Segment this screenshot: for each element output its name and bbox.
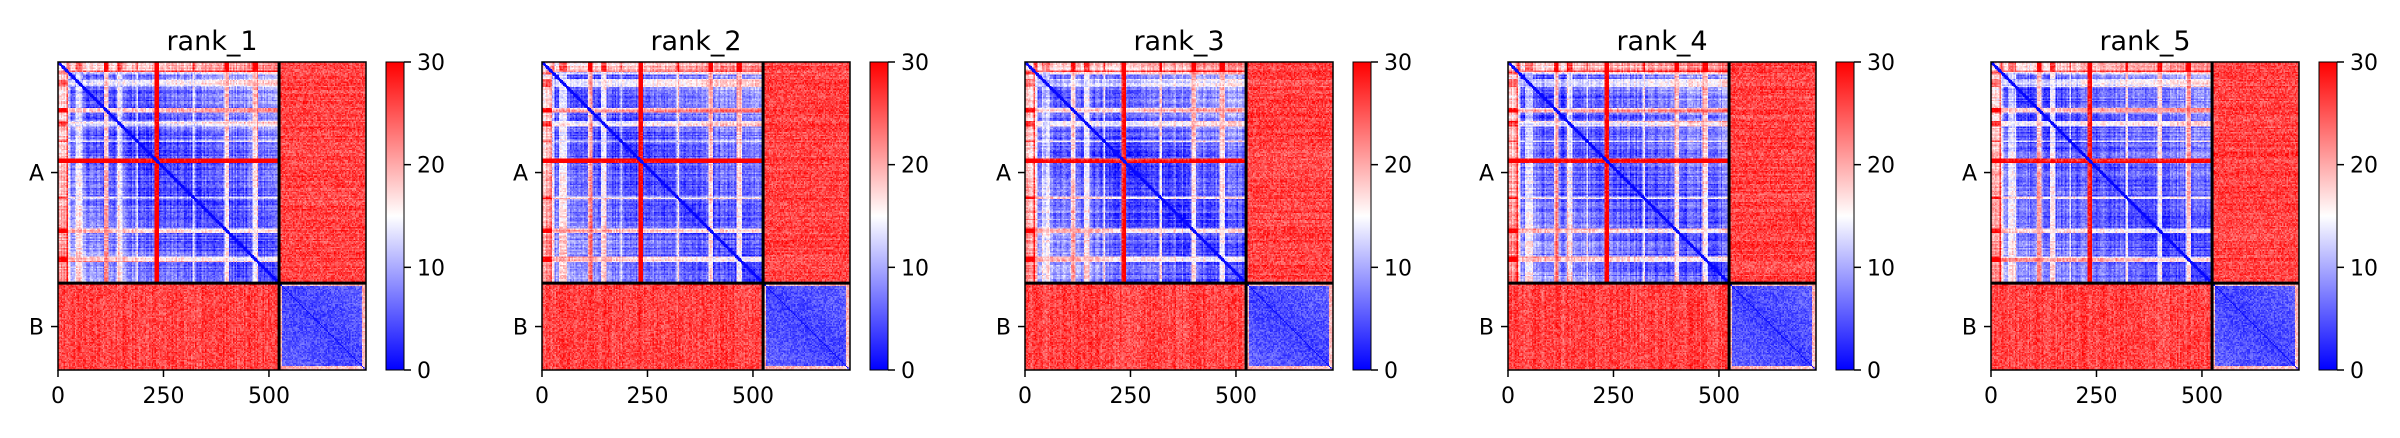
chain-label-a: A <box>513 162 528 187</box>
heatmap-cells <box>58 62 366 370</box>
chain-label-b: B <box>29 316 44 341</box>
colorbar-tick-label: 30 <box>1867 51 1895 76</box>
colorbar <box>385 61 405 371</box>
x-tick-label: 0 <box>1018 384 1032 409</box>
heatmap-cells <box>1508 62 1816 370</box>
plot-frame <box>1507 61 1817 371</box>
heatmap-cells <box>1991 62 2299 370</box>
colorbar-tick-label: 20 <box>417 154 445 179</box>
x-tick-label: 500 <box>1698 384 1740 409</box>
colorbar-tick-label: 10 <box>417 256 445 281</box>
colorbar-tick-label: 0 <box>1867 359 1881 384</box>
x-tick-label: 0 <box>1501 384 1515 409</box>
x-tick-label: 250 <box>626 384 668 409</box>
x-tick-label: 250 <box>142 384 184 409</box>
heatmap-panel-1: rank_1 A B 0 250 500 0 10 20 30 <box>29 26 445 409</box>
chain-label-b: B <box>996 316 1011 341</box>
x-tick-label: 250 <box>1592 384 1634 409</box>
panel-title: rank_1 <box>166 26 257 57</box>
colorbar-tick-label: 30 <box>901 51 929 76</box>
colorbar <box>869 61 889 371</box>
heatmap-panel-2: rank_2 A B 0 250 500 0 10 20 30 <box>513 26 929 409</box>
heatmap-panel-5: rank_5 A B 0 250 500 0 10 20 30 <box>1962 26 2378 409</box>
colorbar-tick-label: 30 <box>417 51 445 76</box>
colorbar-tick-label: 20 <box>1867 154 1895 179</box>
plot-frame <box>1990 61 2300 371</box>
colorbar-tick-label: 10 <box>2350 256 2378 281</box>
x-tick-label: 250 <box>2075 384 2117 409</box>
x-tick-label: 500 <box>248 384 290 409</box>
colorbar <box>2318 61 2338 371</box>
x-tick-label: 250 <box>1109 384 1151 409</box>
colorbar-tick-label: 30 <box>1384 51 1412 76</box>
colorbar <box>1835 61 1855 371</box>
colorbar-tick-label: 10 <box>901 256 929 281</box>
chain-label-b: B <box>1962 316 1977 341</box>
panel-title: rank_4 <box>1616 26 1707 57</box>
chain-label-b: B <box>1479 316 1494 341</box>
chain-label-a: A <box>996 162 1011 187</box>
x-tick-label: 500 <box>1215 384 1257 409</box>
colorbar <box>1352 61 1372 371</box>
colorbar-tick-label: 0 <box>901 359 915 384</box>
colorbar-tick-label: 10 <box>1384 256 1412 281</box>
x-tick-label: 0 <box>1984 384 1998 409</box>
heatmap-cells <box>542 62 850 370</box>
chain-label-b: B <box>513 316 528 341</box>
panel-title: rank_3 <box>1133 26 1224 57</box>
colorbar-tick-label: 0 <box>2350 359 2364 384</box>
heatmap-cells <box>1025 62 1333 370</box>
panel-title: rank_5 <box>2099 26 2190 57</box>
plot-frame <box>541 61 851 371</box>
chain-label-a: A <box>1962 162 1977 187</box>
colorbar-tick-label: 0 <box>1384 359 1398 384</box>
panel-title: rank_2 <box>650 26 741 57</box>
x-tick-label: 500 <box>2181 384 2223 409</box>
heatmap-panel-3: rank_3 A B 0 250 500 0 10 20 30 <box>996 26 1412 409</box>
heatmap-panel-4: rank_4 A B 0 250 500 0 10 20 30 <box>1479 26 1895 409</box>
colorbar-tick-label: 0 <box>417 359 431 384</box>
colorbar-tick-label: 30 <box>2350 51 2378 76</box>
x-tick-label: 0 <box>51 384 65 409</box>
chain-label-a: A <box>1479 162 1494 187</box>
chain-label-a: A <box>29 162 44 187</box>
plot-frame <box>1024 61 1334 371</box>
x-tick-label: 500 <box>732 384 774 409</box>
plot-frame <box>57 61 367 371</box>
colorbar-tick-label: 10 <box>1867 256 1895 281</box>
colorbar-tick-label: 20 <box>901 154 929 179</box>
x-tick-label: 0 <box>535 384 549 409</box>
colorbar-tick-label: 20 <box>2350 154 2378 179</box>
colorbar-tick-label: 20 <box>1384 154 1412 179</box>
